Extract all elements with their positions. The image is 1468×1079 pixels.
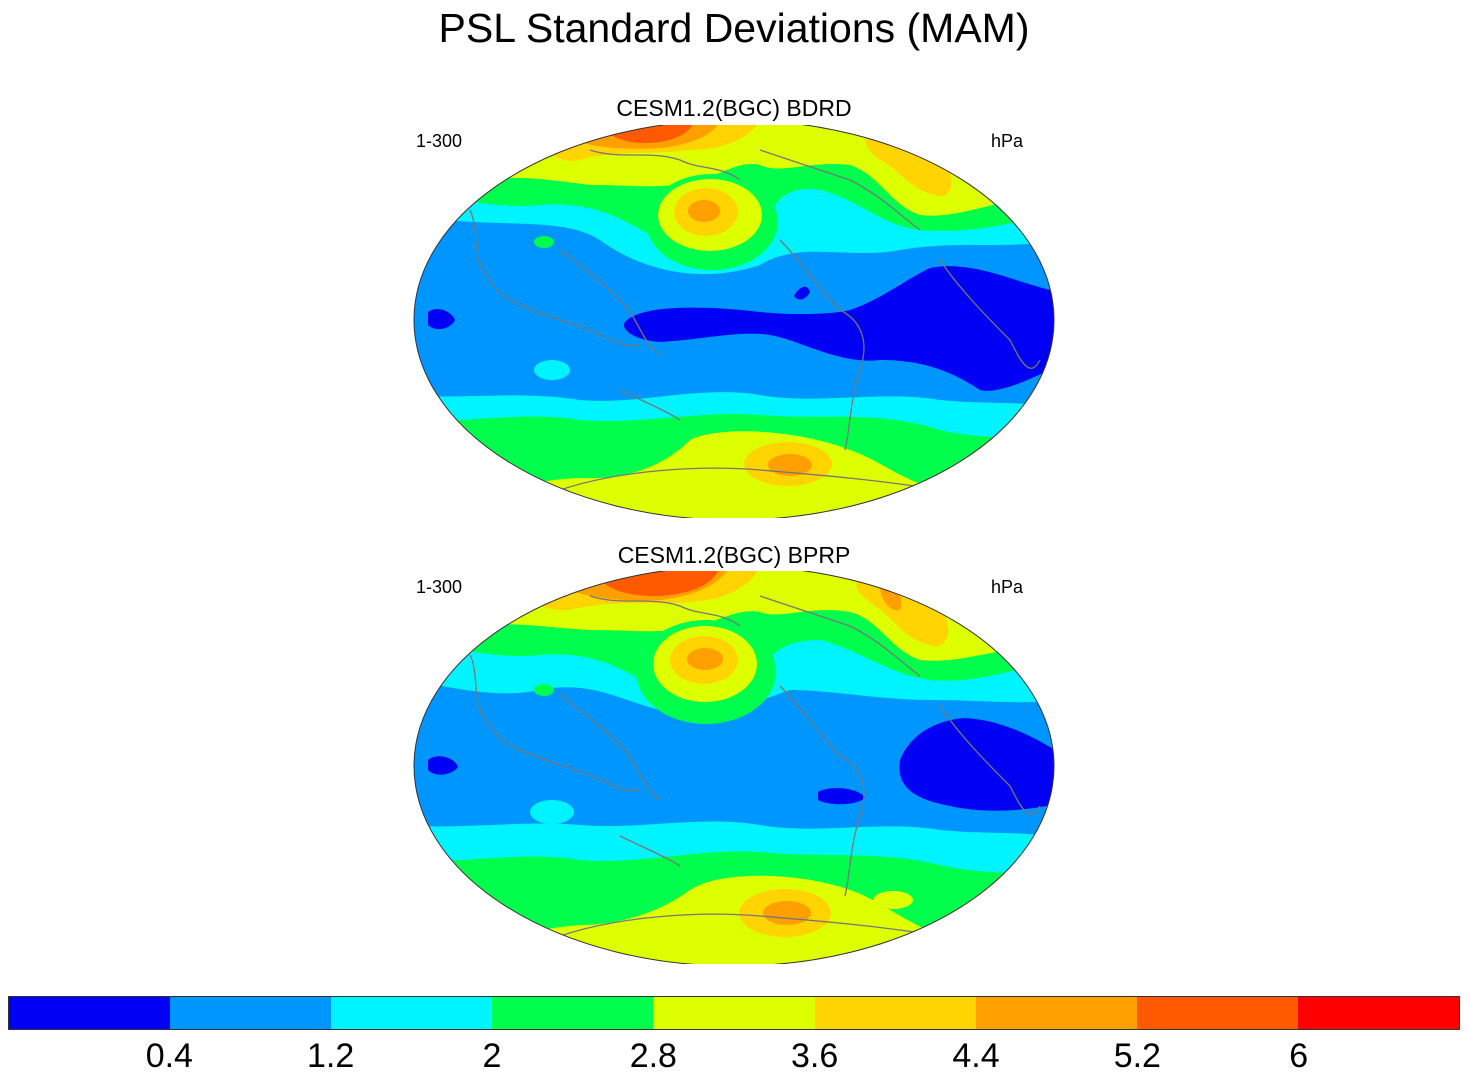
globe-outline-1 <box>413 125 1055 518</box>
map-panel-2 <box>413 571 1055 964</box>
coastlines-2 <box>469 595 1041 937</box>
colorbar-label: 2 <box>482 1037 502 1075</box>
colorbar-swatch-2 <box>331 997 493 1029</box>
coastlines-1 <box>469 149 1041 491</box>
colorbar-swatch-8 <box>1297 997 1459 1029</box>
figure-title: PSL Standard Deviations (MAM) <box>438 5 1030 51</box>
panel-2-units-label: hPa <box>991 577 1024 597</box>
aleutian-orange-2 <box>687 648 723 670</box>
map-panel-1 <box>413 125 1055 518</box>
colorbar-label: 1.2 <box>307 1037 355 1075</box>
west-blue-2 <box>428 756 458 775</box>
colorbar-swatch-5 <box>814 997 976 1029</box>
small-green-1 <box>534 236 554 248</box>
colorbar-swatch-6 <box>975 997 1137 1029</box>
small-green-2 <box>534 684 554 696</box>
panel-2-left-label: 1-300 <box>416 577 463 597</box>
colorbar-label: 5.2 <box>1113 1037 1161 1075</box>
colorbar-label: 2.8 <box>629 1037 677 1075</box>
south-cyan-spot-1 <box>534 360 570 380</box>
globe-outline-2 <box>413 571 1055 964</box>
south-yellow-spot-2 <box>873 891 913 909</box>
mid-blue-1 <box>794 286 810 300</box>
tropical-blue-1 <box>624 266 1054 391</box>
colorbar-swatch-1 <box>170 997 332 1029</box>
colorbar-swatch-4 <box>653 997 815 1029</box>
colorbar-label: 4.4 <box>952 1037 1000 1075</box>
panel-1-left-label: 1-300 <box>416 131 463 151</box>
colorbar-label: 6 <box>1289 1037 1309 1075</box>
south-orange-2 <box>763 901 811 925</box>
panel-1-title: CESM1.2(BGC) BDRD <box>616 95 852 121</box>
panel-1-units-label: hPa <box>991 131 1024 151</box>
south-orange-1 <box>768 454 812 476</box>
colorbar-swatch-3 <box>492 997 654 1029</box>
colorbar-label: 0.4 <box>145 1037 193 1075</box>
colorbar-swatch-0 <box>9 997 171 1029</box>
mid-blue-2 <box>818 788 865 805</box>
tropical-blue-2 <box>899 718 1054 811</box>
aleutian-orange-1 <box>688 200 720 222</box>
west-blue-1 <box>428 309 455 330</box>
colorbar-label: 3.6 <box>791 1037 839 1075</box>
south-cyan-spot-2 <box>530 800 574 824</box>
panel-2-title: CESM1.2(BGC) BPRP <box>617 542 851 568</box>
colorbar <box>8 996 1460 1030</box>
colorbar-swatch-7 <box>1136 997 1298 1029</box>
